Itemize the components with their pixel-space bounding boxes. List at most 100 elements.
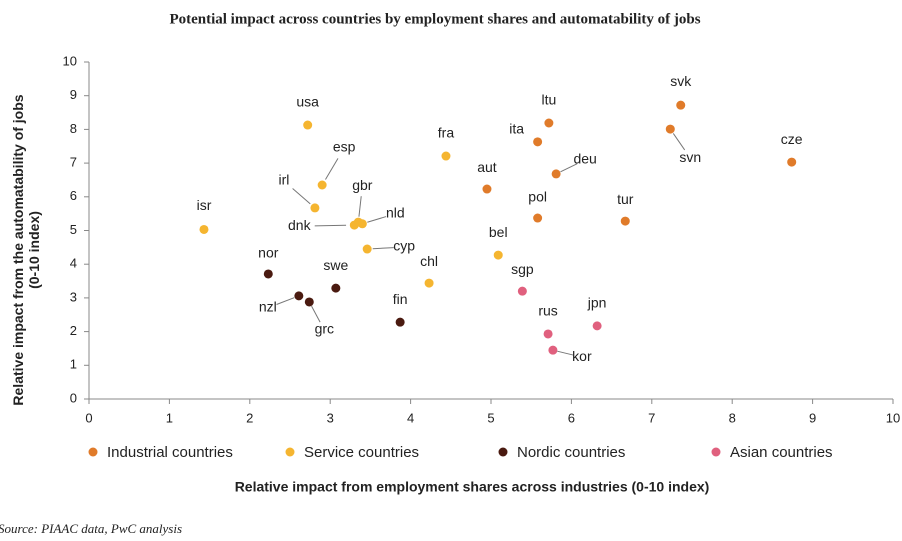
y-tick-label: 8	[70, 121, 77, 136]
legend-label: Service countries	[304, 444, 419, 461]
y-tick-label: 9	[70, 87, 77, 102]
y-tick-label: 10	[63, 53, 77, 68]
point-label: grc	[315, 321, 334, 337]
leader-line	[276, 297, 295, 305]
y-axis-label-box: Relative impact from the automatability …	[10, 94, 42, 406]
point-label: ltu	[541, 92, 556, 108]
point-label: tur	[617, 191, 634, 207]
point-label: irl	[278, 172, 289, 188]
point-label: svn	[679, 149, 701, 165]
point	[304, 297, 314, 307]
leader-line	[314, 224, 347, 227]
x-tick-label: 7	[648, 410, 655, 425]
point	[548, 345, 558, 355]
point-label: bel	[489, 224, 508, 240]
point	[395, 317, 405, 327]
point-label: nor	[258, 245, 279, 261]
point	[317, 180, 327, 190]
leader-line	[358, 196, 362, 217]
point	[294, 291, 304, 301]
point	[533, 213, 543, 223]
chart-title: Potential impact across countries by emp…	[169, 11, 700, 27]
point-label: deu	[573, 151, 596, 167]
point-label: jpn	[587, 295, 607, 311]
x-tick-label: 9	[809, 410, 816, 425]
point	[493, 250, 503, 260]
point	[303, 120, 313, 130]
y-tick-label: 7	[70, 155, 77, 170]
point-label: usa	[296, 94, 319, 110]
point-label: dnk	[288, 217, 312, 233]
point-label: fin	[393, 291, 408, 307]
point	[620, 216, 630, 226]
y-tick-label: 5	[70, 222, 77, 237]
x-tick-label: 10	[886, 410, 900, 425]
leader-line	[367, 216, 387, 223]
point-label: esp	[333, 139, 356, 155]
point	[441, 151, 451, 161]
leader-line	[557, 350, 574, 356]
y-tick-label: 6	[70, 188, 77, 203]
point	[543, 329, 553, 339]
y-axis-label: Relative impact from the automatability …	[10, 94, 42, 406]
y-tick-label: 4	[70, 256, 77, 271]
point	[533, 137, 543, 147]
leader-line	[311, 305, 321, 323]
point	[331, 283, 341, 293]
point	[517, 286, 527, 296]
leader-line	[372, 247, 394, 250]
point-label: sgp	[511, 261, 534, 277]
legend-label: Asian countries	[730, 444, 833, 461]
point	[592, 321, 602, 331]
legend-marker	[88, 447, 98, 457]
point	[551, 169, 561, 179]
x-tick-label: 0	[85, 410, 92, 425]
point	[676, 100, 686, 110]
leader-line	[325, 158, 339, 180]
y-tick-label: 3	[70, 289, 77, 304]
point	[357, 219, 367, 229]
point-label: rus	[538, 303, 557, 319]
point-label: isr	[197, 197, 212, 213]
point	[665, 124, 675, 134]
point	[310, 203, 320, 213]
leader-line	[292, 188, 311, 205]
legend-marker	[285, 447, 295, 457]
x-tick-label: 3	[327, 410, 334, 425]
point	[787, 157, 797, 167]
x-tick-label: 8	[729, 410, 736, 425]
point-label: nzl	[259, 299, 277, 315]
point	[199, 224, 209, 234]
x-tick-label: 1	[166, 410, 173, 425]
point	[544, 118, 554, 128]
x-axis-label: Relative impact from employment shares a…	[235, 479, 710, 495]
point-label: gbr	[352, 177, 373, 193]
legend-label: Industrial countries	[107, 444, 233, 461]
x-tick-label: 2	[246, 410, 253, 425]
point-label: aut	[477, 159, 497, 175]
point-label: pol	[528, 189, 547, 205]
point-label: chl	[420, 253, 438, 269]
point	[263, 269, 273, 279]
y-tick-label: 0	[70, 390, 77, 405]
x-tick-label: 5	[487, 410, 494, 425]
leader-line	[560, 163, 578, 173]
point-label: fra	[438, 125, 455, 141]
point-label: ita	[509, 121, 524, 137]
legend-marker	[711, 447, 721, 457]
point	[482, 184, 492, 194]
y-tick-label: 2	[70, 323, 77, 338]
legend-label: Nordic countries	[517, 444, 625, 461]
point-label: svk	[670, 73, 692, 89]
y-tick-label: 1	[70, 357, 77, 372]
legend-marker	[498, 447, 508, 457]
point	[362, 244, 372, 254]
point-label: cyp	[393, 238, 415, 254]
leader-line	[672, 133, 686, 151]
x-tick-label: 4	[407, 410, 414, 425]
point-label: kor	[572, 348, 592, 364]
point-label: cze	[781, 131, 803, 147]
point-label: swe	[323, 257, 348, 273]
point-label: nld	[386, 204, 405, 220]
